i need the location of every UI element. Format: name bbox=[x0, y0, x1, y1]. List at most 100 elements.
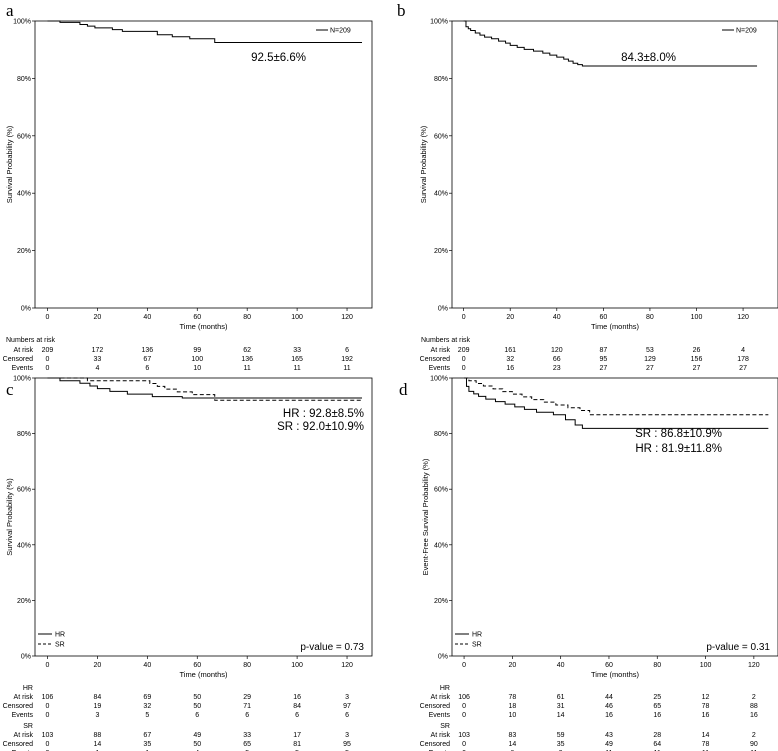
risk-cell: 0 bbox=[46, 741, 50, 748]
risk-row-label: At risk bbox=[14, 732, 34, 739]
risk-cell: 27 bbox=[693, 365, 701, 372]
risk-cell: 90 bbox=[750, 741, 758, 748]
risk-group-label: HR bbox=[23, 685, 33, 692]
risk-cell: 4 bbox=[741, 347, 745, 354]
risk-cell: 0 bbox=[46, 703, 50, 710]
p-value-annotation: p-value = 0.73 bbox=[300, 642, 364, 653]
risk-cell: 67 bbox=[143, 356, 151, 363]
risk-cell: 6 bbox=[245, 712, 249, 719]
risk-cell: 31 bbox=[557, 703, 565, 710]
x-tick-label: 60 bbox=[605, 662, 613, 669]
risk-cell: 209 bbox=[458, 347, 470, 354]
risk-row-label: Events bbox=[429, 712, 451, 719]
p-value-annotation: p-value = 0.31 bbox=[706, 642, 770, 653]
risk-cell: 33 bbox=[293, 347, 301, 354]
risk-cell: 88 bbox=[94, 732, 102, 739]
plot-frame bbox=[451, 20, 778, 309]
risk-row-label: Censored bbox=[420, 703, 450, 710]
risk-cell: 16 bbox=[605, 712, 613, 719]
risk-cell: 0 bbox=[462, 703, 466, 710]
risk-cell: 17 bbox=[293, 732, 301, 739]
risk-cell: 62 bbox=[243, 347, 251, 354]
risk-cell: 88 bbox=[750, 703, 758, 710]
risk-cell: 27 bbox=[599, 365, 607, 372]
y-tick-label: 0% bbox=[21, 654, 31, 661]
risk-cell: 6 bbox=[345, 712, 349, 719]
x-tick-label: 20 bbox=[508, 662, 516, 669]
risk-cell: 95 bbox=[599, 356, 607, 363]
x-tick-label: 100 bbox=[291, 314, 303, 321]
x-tick-label: 100 bbox=[291, 662, 303, 669]
risk-cell: 14 bbox=[508, 741, 516, 748]
y-tick-label: 40% bbox=[17, 191, 31, 198]
risk-row-label: At risk bbox=[14, 694, 34, 701]
legend-label: N=209 bbox=[330, 28, 351, 35]
risk-cell: 84 bbox=[293, 703, 301, 710]
risk-row-label: At risk bbox=[431, 694, 451, 701]
estimate-annotation: SR : 92.0±10.9% bbox=[277, 421, 364, 433]
x-tick-label: 0 bbox=[462, 314, 466, 321]
y-tick-label: 60% bbox=[17, 487, 31, 494]
x-tick-label: 80 bbox=[646, 314, 654, 321]
y-tick-label: 0% bbox=[438, 306, 448, 313]
estimate-annotation: 92.5±6.6% bbox=[251, 52, 306, 64]
legend-label: HR bbox=[472, 632, 482, 639]
risk-table-heading: Numbers at risk bbox=[6, 337, 56, 344]
risk-group-label: SR bbox=[23, 723, 33, 730]
risk-row-label: Censored bbox=[420, 741, 450, 748]
risk-cell: 10 bbox=[193, 365, 201, 372]
panel-letter: c bbox=[6, 380, 14, 399]
y-tick-label: 100% bbox=[13, 376, 31, 383]
risk-cell: 120 bbox=[551, 347, 563, 354]
risk-cell: 0 bbox=[462, 741, 466, 748]
risk-cell: 6 bbox=[345, 347, 349, 354]
risk-cell: 0 bbox=[46, 356, 50, 363]
risk-cell: 4 bbox=[95, 365, 99, 372]
risk-cell: 6 bbox=[145, 365, 149, 372]
risk-cell: 172 bbox=[92, 347, 104, 354]
risk-cell: 26 bbox=[693, 347, 701, 354]
y-tick-label: 80% bbox=[434, 431, 448, 438]
panel-letter: a bbox=[6, 1, 14, 20]
risk-table-heading: Numbers at risk bbox=[421, 337, 471, 344]
x-tick-label: 60 bbox=[193, 314, 201, 321]
risk-cell: 16 bbox=[750, 712, 758, 719]
risk-cell: 27 bbox=[646, 365, 654, 372]
x-tick-label: 0 bbox=[462, 662, 466, 669]
risk-cell: 78 bbox=[702, 703, 710, 710]
risk-cell: 19 bbox=[94, 703, 102, 710]
x-axis-label: Time (months) bbox=[179, 670, 228, 679]
x-tick-label: 80 bbox=[653, 662, 661, 669]
risk-cell: 23 bbox=[553, 365, 561, 372]
risk-cell: 136 bbox=[141, 347, 153, 354]
risk-cell: 3 bbox=[345, 732, 349, 739]
risk-cell: 67 bbox=[143, 732, 151, 739]
panel-letter: d bbox=[399, 380, 408, 399]
risk-cell: 14 bbox=[94, 741, 102, 748]
risk-cell: 0 bbox=[462, 365, 466, 372]
x-axis-label: Time (months) bbox=[179, 322, 228, 331]
risk-cell: 16 bbox=[653, 712, 661, 719]
risk-cell: 12 bbox=[702, 694, 710, 701]
risk-cell: 66 bbox=[553, 356, 561, 363]
y-tick-label: 20% bbox=[434, 248, 448, 255]
risk-cell: 0 bbox=[46, 712, 50, 719]
risk-cell: 33 bbox=[243, 732, 251, 739]
risk-cell: 44 bbox=[605, 694, 613, 701]
legend-label: HR bbox=[55, 632, 65, 639]
y-tick-label: 80% bbox=[17, 431, 31, 438]
risk-cell: 2 bbox=[752, 732, 756, 739]
x-tick-label: 20 bbox=[94, 314, 102, 321]
risk-cell: 16 bbox=[293, 694, 301, 701]
x-tick-label: 120 bbox=[341, 314, 353, 321]
risk-cell: 161 bbox=[504, 347, 516, 354]
x-axis-label: Time (months) bbox=[591, 670, 640, 679]
risk-cell: 192 bbox=[341, 356, 353, 363]
risk-cell: 49 bbox=[193, 732, 201, 739]
risk-cell: 11 bbox=[293, 365, 300, 372]
risk-cell: 100 bbox=[191, 356, 203, 363]
